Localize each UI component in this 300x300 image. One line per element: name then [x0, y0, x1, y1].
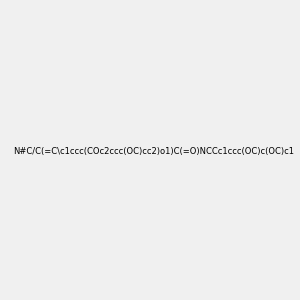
Text: N#C/C(=C\c1ccc(COc2ccc(OC)cc2)o1)C(=O)NCCc1ccc(OC)c(OC)c1: N#C/C(=C\c1ccc(COc2ccc(OC)cc2)o1)C(=O)NC… [13, 147, 294, 156]
